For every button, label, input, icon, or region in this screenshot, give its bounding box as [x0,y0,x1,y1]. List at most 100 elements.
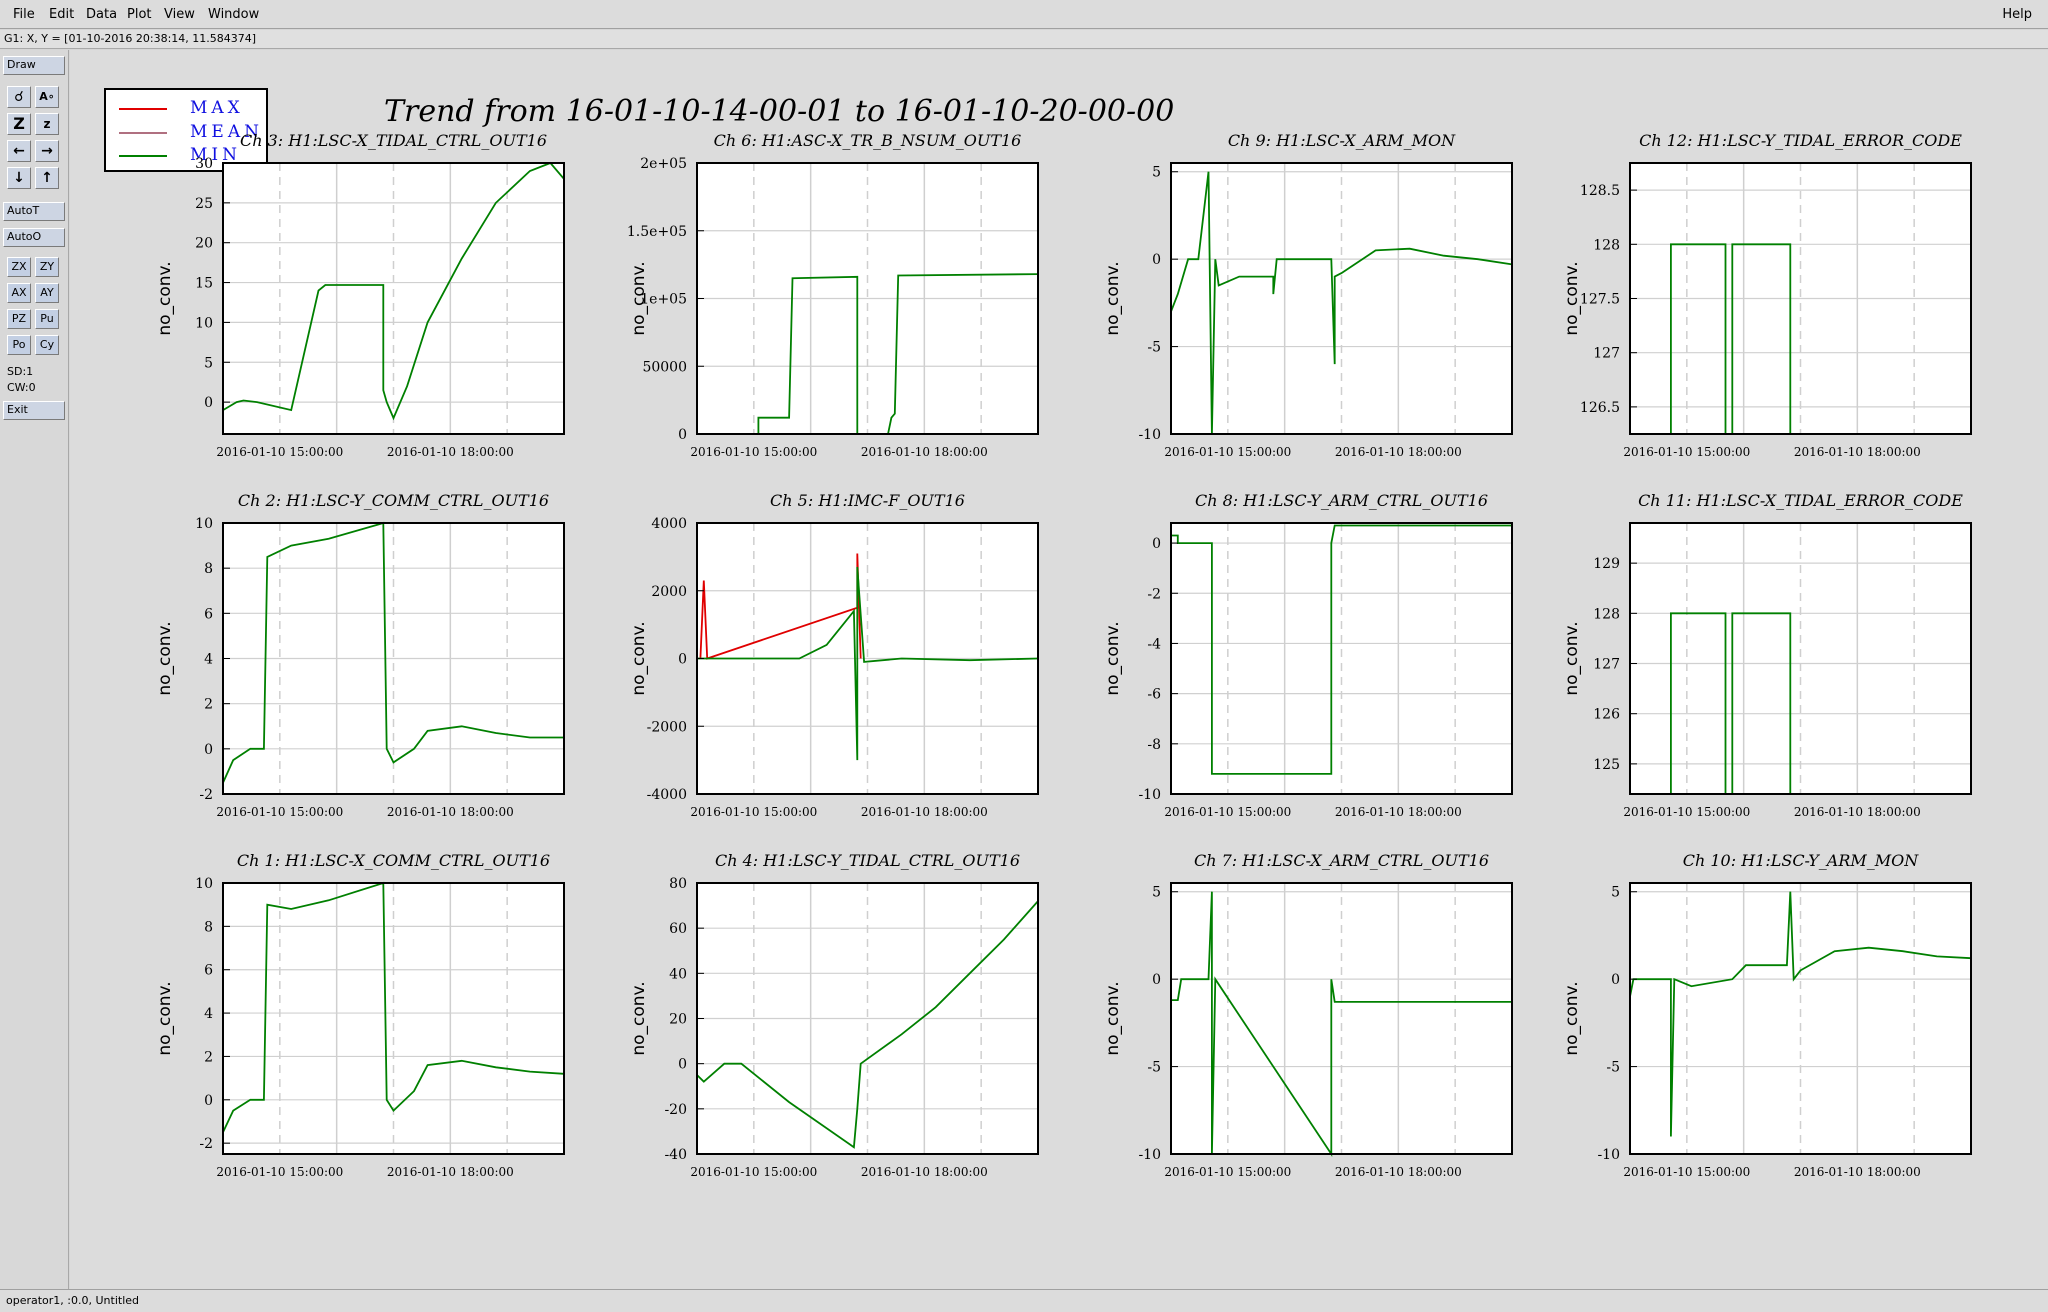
plot-canvas[interactable]: MAX MEAN MIN Trend from 16-01-10-14-00-0… [70,50,2048,1289]
y-axis-label: no_conv. [1562,621,1582,695]
y-tick-label: 0 [1152,536,1161,552]
chart-panel[interactable]: -10 -5 0 5 2016-01-10 15:00:00 2016-01-10 18:… [1018,838,1513,1198]
chart-svg[interactable]: -2 0 2 4 6 8 10 2016-01-10 15:00:00 2016-01-10 1… [70,478,590,838]
chart-panel[interactable]: 125 126 127 128 129 2016-01-10 15:00:00 2016-0… [1477,478,1972,838]
cy-button[interactable]: Cy [35,335,59,355]
chart-panel[interactable]: -10 -5 0 5 2016-01-10 15:00:00 2016-01-10 18:… [1018,118,1513,478]
series-min-line [1170,171,1513,435]
po-button[interactable]: Po [7,335,31,355]
arrow-up-icon[interactable]: ↑ [35,167,59,189]
y-tick-label: 5 [1611,885,1620,901]
chart-panel[interactable]: -10 -5 0 5 2016-01-10 15:00:00 2016-01-10 18:… [1477,838,1972,1198]
chart-panel[interactable]: 0 50000 1e+05 1.5e+05 2e+05 2016-01-10 15:00:… [544,118,1039,478]
chart-svg[interactable]: 0 50000 1e+05 1.5e+05 2e+05 2016-01-10 15:00:… [544,118,1064,478]
y-tick-label: -10 [1597,1147,1620,1163]
chart-panel[interactable]: 0 5 10 15 20 25 30 2016-01-10 15:00:00 2016-01-1… [70,118,565,478]
menu-data[interactable]: Data [86,7,118,22]
menu-window[interactable]: Window [208,7,260,22]
chart-panel[interactable]: -2 0 2 4 6 8 10 2016-01-10 15:00:00 2016-01-10 1… [70,478,565,838]
zoom-icon[interactable]: ☌ [7,86,31,108]
y-axis-label: no_conv. [155,621,175,695]
arrow-left-icon[interactable]: ← [7,140,31,162]
y-tick-label: 128 [1593,237,1620,253]
y-tick-label: 0 [1152,252,1161,268]
y-tick-label: -6 [1147,687,1161,703]
chart-panel[interactable]: 126.5 127 127.5 128 128.5 2016-01-10 15:00:00… [1477,118,1972,478]
main-title: Trend from 16-01-10-14-00-01 to 16-01-10… [384,94,1175,129]
cursor-readout: G1: X, Y = [01-10-2016 20:38:14, 11.5843… [0,30,2048,49]
chart-svg[interactable]: 125 126 127 128 129 2016-01-10 15:00:00 2016-0… [1477,478,1997,838]
chart-title: Ch 7: H1:LSC-X_ARM_CTRL_OUT16 [1194,851,1489,870]
ay-button[interactable]: AY [35,283,59,303]
plot-frame [1629,522,1972,795]
menu-bar: File Edit Data Plot View Window Help [0,0,2048,29]
x-tick-label: 2016-01-10 15:00:00 [216,445,343,459]
chart-title: Ch 2: H1:LSC-Y_COMM_CTRL_OUT16 [238,491,549,510]
draw-button[interactable]: Draw [3,56,65,75]
menu-file[interactable]: File [13,7,35,22]
chart-svg[interactable]: -10 -5 0 5 2016-01-10 15:00:00 2016-01-10 18:… [1018,838,1538,1198]
chart-panel[interactable]: -4000 -2000 0 2000 4000 2016-01-10 15:00:00 20… [544,478,1039,838]
chart-svg[interactable]: -40 -20 0 20 40 60 80 2016-01-10 15:00:00 2016-0… [544,838,1064,1198]
arrow-down-icon[interactable]: ↓ [7,167,31,189]
ax-button[interactable]: AX [7,283,31,303]
chart-svg[interactable]: 0 5 10 15 20 25 30 2016-01-10 15:00:00 2016-01-1… [70,118,590,478]
y-axis-label: no_conv. [629,981,649,1055]
menu-plot[interactable]: Plot [127,7,152,22]
y-tick-label: 5 [1152,885,1161,901]
autot-button[interactable]: AutoT [3,202,65,221]
series-min-line [696,900,1039,1149]
y-tick-label: 1e+05 [640,292,687,308]
zoom-out-icon[interactable]: z [35,113,59,135]
x-tick-label: 2016-01-10 18:00:00 [1335,805,1462,819]
exit-button[interactable]: Exit [3,401,65,420]
y-tick-label: 127 [1593,657,1620,673]
pz-button[interactable]: PZ [7,309,31,329]
menu-help[interactable]: Help [2002,7,2032,22]
chart-panel[interactable]: -40 -20 0 20 40 60 80 2016-01-10 15:00:00 2016-0… [544,838,1039,1198]
chart-svg[interactable]: -10 -5 0 5 2016-01-10 15:00:00 2016-01-10 18:… [1018,118,1538,478]
y-axis-label: no_conv. [1103,981,1123,1055]
y-tick-label: -4 [1147,636,1161,652]
arrow-right-icon[interactable]: → [35,140,59,162]
y-tick-label: 30 [195,156,213,172]
chart-title: Ch 3: H1:LSC-X_TIDAL_CTRL_OUT16 [240,131,547,150]
chart-svg[interactable]: -10 -5 0 5 2016-01-10 15:00:00 2016-01-10 18:… [1477,838,1997,1198]
chart-svg[interactable]: -2 0 2 4 6 8 10 2016-01-10 15:00:00 2016-01-10 1… [70,838,590,1198]
y-tick-label: 20 [669,1012,687,1028]
pu-button[interactable]: Pu [35,309,59,329]
chart-svg[interactable]: -10 -8 -6 -4 -2 0 2016-01-10 15:00:00 2016-01-1… [1018,478,1538,838]
menu-view[interactable]: View [164,7,195,22]
zy-button[interactable]: ZY [35,257,59,277]
y-tick-label: 0 [204,1093,213,1109]
legend-mean-swatch [119,132,167,134]
y-tick-label: 1.5e+05 [627,224,687,240]
y-tick-label: 0 [204,742,213,758]
cw-indicator: CW:0 [7,381,36,394]
y-tick-label: 10 [195,516,213,532]
y-tick-label: 5 [204,355,213,371]
y-axis-label: no_conv. [1103,621,1123,695]
y-tick-label: -2000 [647,719,687,735]
chart-title: Ch 6: H1:ASC-X_TR_B_NSUM_OUT16 [714,131,1022,150]
x-tick-label: 2016-01-10 15:00:00 [690,445,817,459]
menu-edit[interactable]: Edit [49,7,75,22]
y-tick-label: 128 [1593,606,1620,622]
y-tick-label: 2000 [651,584,687,600]
zoom-in-icon[interactable]: Z [7,113,31,135]
zx-button[interactable]: ZX [7,257,31,277]
autoo-button[interactable]: AutoO [3,228,65,247]
annotate-icon[interactable]: A∘ [35,86,59,108]
chart-panel[interactable]: -2 0 2 4 6 8 10 2016-01-10 15:00:00 2016-01-10 1… [70,838,565,1198]
chart-svg[interactable]: -4000 -2000 0 2000 4000 2016-01-10 15:00:00 20… [544,478,1064,838]
plot-frame [1629,882,1972,1155]
x-tick-label: 2016-01-10 15:00:00 [1623,1165,1750,1179]
x-tick-label: 2016-01-10 15:00:00 [690,1165,817,1179]
chart-svg[interactable]: 126.5 127 127.5 128 128.5 2016-01-10 15:00:00… [1477,118,1997,478]
chart-panel[interactable]: -10 -8 -6 -4 -2 0 2016-01-10 15:00:00 2016-01-1… [1018,478,1513,838]
chart-title: Ch 1: H1:LSC-X_COMM_CTRL_OUT16 [237,851,550,870]
y-tick-label: -8 [1147,737,1161,753]
y-tick-label: 2 [204,1049,213,1065]
y-tick-label: 0 [1611,972,1620,988]
y-axis-label: no_conv. [1562,261,1582,335]
